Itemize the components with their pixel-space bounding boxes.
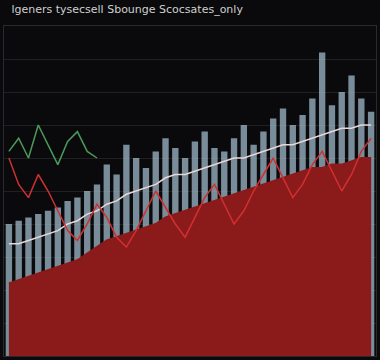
svg-text:lgeners tysecsell Sbounge Scoc: lgeners tysecsell Sbounge Scocsates_only	[11, 3, 243, 16]
